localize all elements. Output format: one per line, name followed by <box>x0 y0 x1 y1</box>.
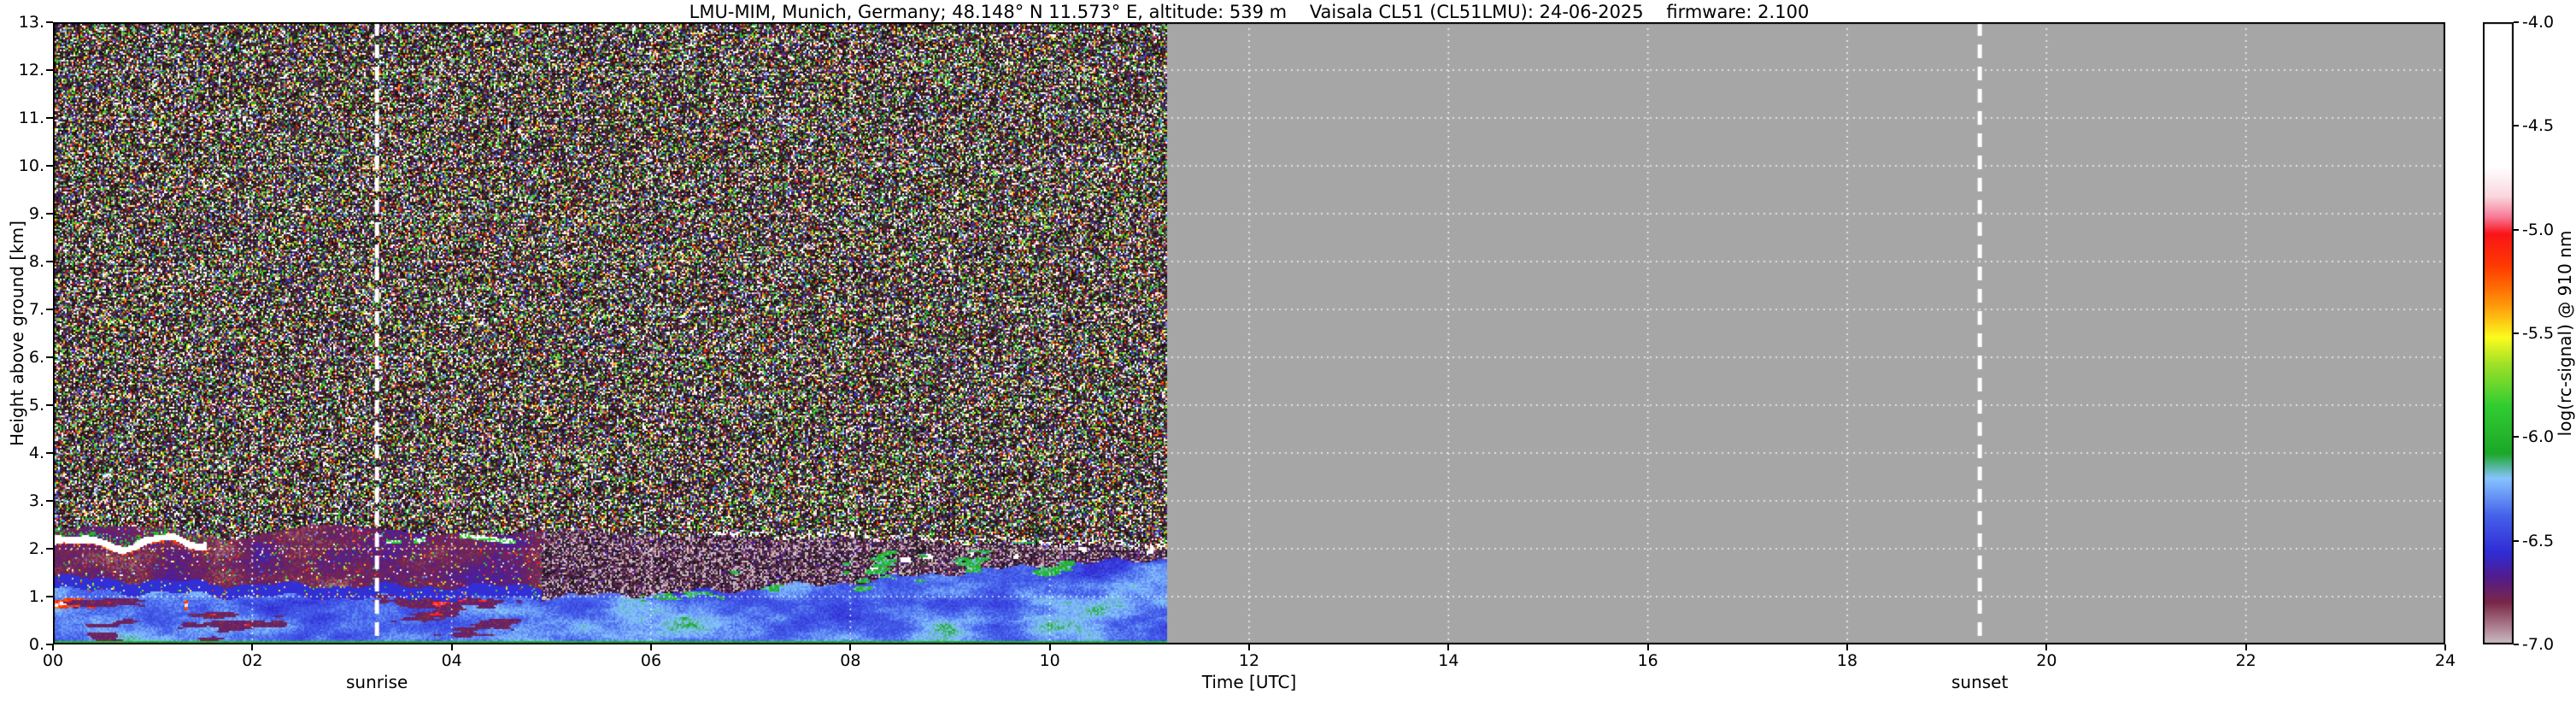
plot-title: LMU-MIM, Munich, Germany; 48.148° N 11.5… <box>689 2 1810 22</box>
x-tick-label: 20 <box>2036 651 2057 670</box>
colorbar-tick <box>2514 21 2519 23</box>
y-tick-label: 2. <box>28 539 44 558</box>
x-tick <box>1048 644 1051 650</box>
y-tick-label: 7. <box>28 300 44 319</box>
sunset-label: sunset <box>1951 672 2009 692</box>
y-tick-label: 5. <box>28 396 44 415</box>
x-tick-label: 16 <box>1637 651 1658 670</box>
backscatter-heatmap <box>53 22 2445 644</box>
y-tick <box>46 309 53 310</box>
x-tick <box>2444 644 2446 650</box>
x-tick <box>650 644 652 650</box>
x-tick <box>1646 644 1649 650</box>
x-tick <box>450 644 453 650</box>
y-tick-label: 12. <box>18 61 44 79</box>
y-tick-label: 13. <box>18 13 44 32</box>
colorbar-tick-label: -4.0 <box>2522 13 2555 32</box>
x-tick-label: 18 <box>1836 651 1858 670</box>
colorbar-tick-label: -5.5 <box>2522 324 2555 343</box>
x-axis-label: Time [UTC] <box>1201 672 1297 692</box>
x-tick-label: 00 <box>42 651 64 670</box>
colorbar-tick-label: -7.0 <box>2522 635 2555 654</box>
colorbar-tick <box>2514 332 2519 334</box>
colorbar-tick-label: -6.5 <box>2522 531 2555 550</box>
y-tick-label: 6. <box>28 348 44 367</box>
x-tick-label: 12 <box>1238 651 1260 670</box>
x-tick <box>849 644 852 650</box>
x-tick <box>251 644 254 650</box>
colorbar-tick-label: -4.5 <box>2522 116 2555 136</box>
sunrise-label: sunrise <box>346 672 408 692</box>
y-tick <box>46 69 53 71</box>
y-tick <box>46 596 53 597</box>
x-tick <box>1447 644 1450 650</box>
x-tick-label: 08 <box>840 651 861 670</box>
y-tick-label: 3. <box>28 491 44 510</box>
y-tick <box>46 117 53 119</box>
y-tick <box>46 644 53 645</box>
y-tick <box>46 21 53 23</box>
y-tick-label: 0. <box>28 635 44 654</box>
colorbar-tick <box>2514 125 2519 127</box>
x-tick <box>2045 644 2048 650</box>
x-tick-label: 06 <box>640 651 662 670</box>
y-tick <box>46 356 53 358</box>
x-tick-label: 02 <box>242 651 263 670</box>
x-tick-label: 14 <box>1438 651 1459 670</box>
y-tick <box>46 548 53 550</box>
x-tick-label: 22 <box>2235 651 2256 670</box>
y-tick-label: 4. <box>28 444 44 462</box>
y-tick <box>46 261 53 262</box>
y-tick-label: 1. <box>28 587 44 606</box>
x-tick <box>1846 644 1848 650</box>
colorbar-tick <box>2514 228 2519 231</box>
x-tick <box>52 644 54 650</box>
colorbar-tick-label: -6.0 <box>2522 427 2555 447</box>
y-tick-label: 8. <box>28 252 44 271</box>
y-tick-label: 10. <box>18 156 44 175</box>
y-tick <box>46 452 53 454</box>
y-tick-label: 11. <box>18 109 44 127</box>
y-tick <box>46 213 53 215</box>
colorbar-tick <box>2514 644 2519 645</box>
x-tick-label: 04 <box>441 651 462 670</box>
colorbar-gradient <box>2483 22 2514 644</box>
x-tick-label: 24 <box>2434 651 2456 670</box>
y-tick <box>46 404 53 406</box>
x-tick-label: 10 <box>1039 651 1060 670</box>
y-tick <box>46 165 53 167</box>
colorbar-tick-label: -5.0 <box>2522 220 2555 239</box>
colorbar-tick <box>2514 436 2519 438</box>
x-tick <box>2244 644 2247 650</box>
y-tick <box>46 500 53 502</box>
y-tick-label: 9. <box>28 204 44 223</box>
x-tick <box>1248 644 1250 650</box>
colorbar-tick <box>2514 539 2519 542</box>
